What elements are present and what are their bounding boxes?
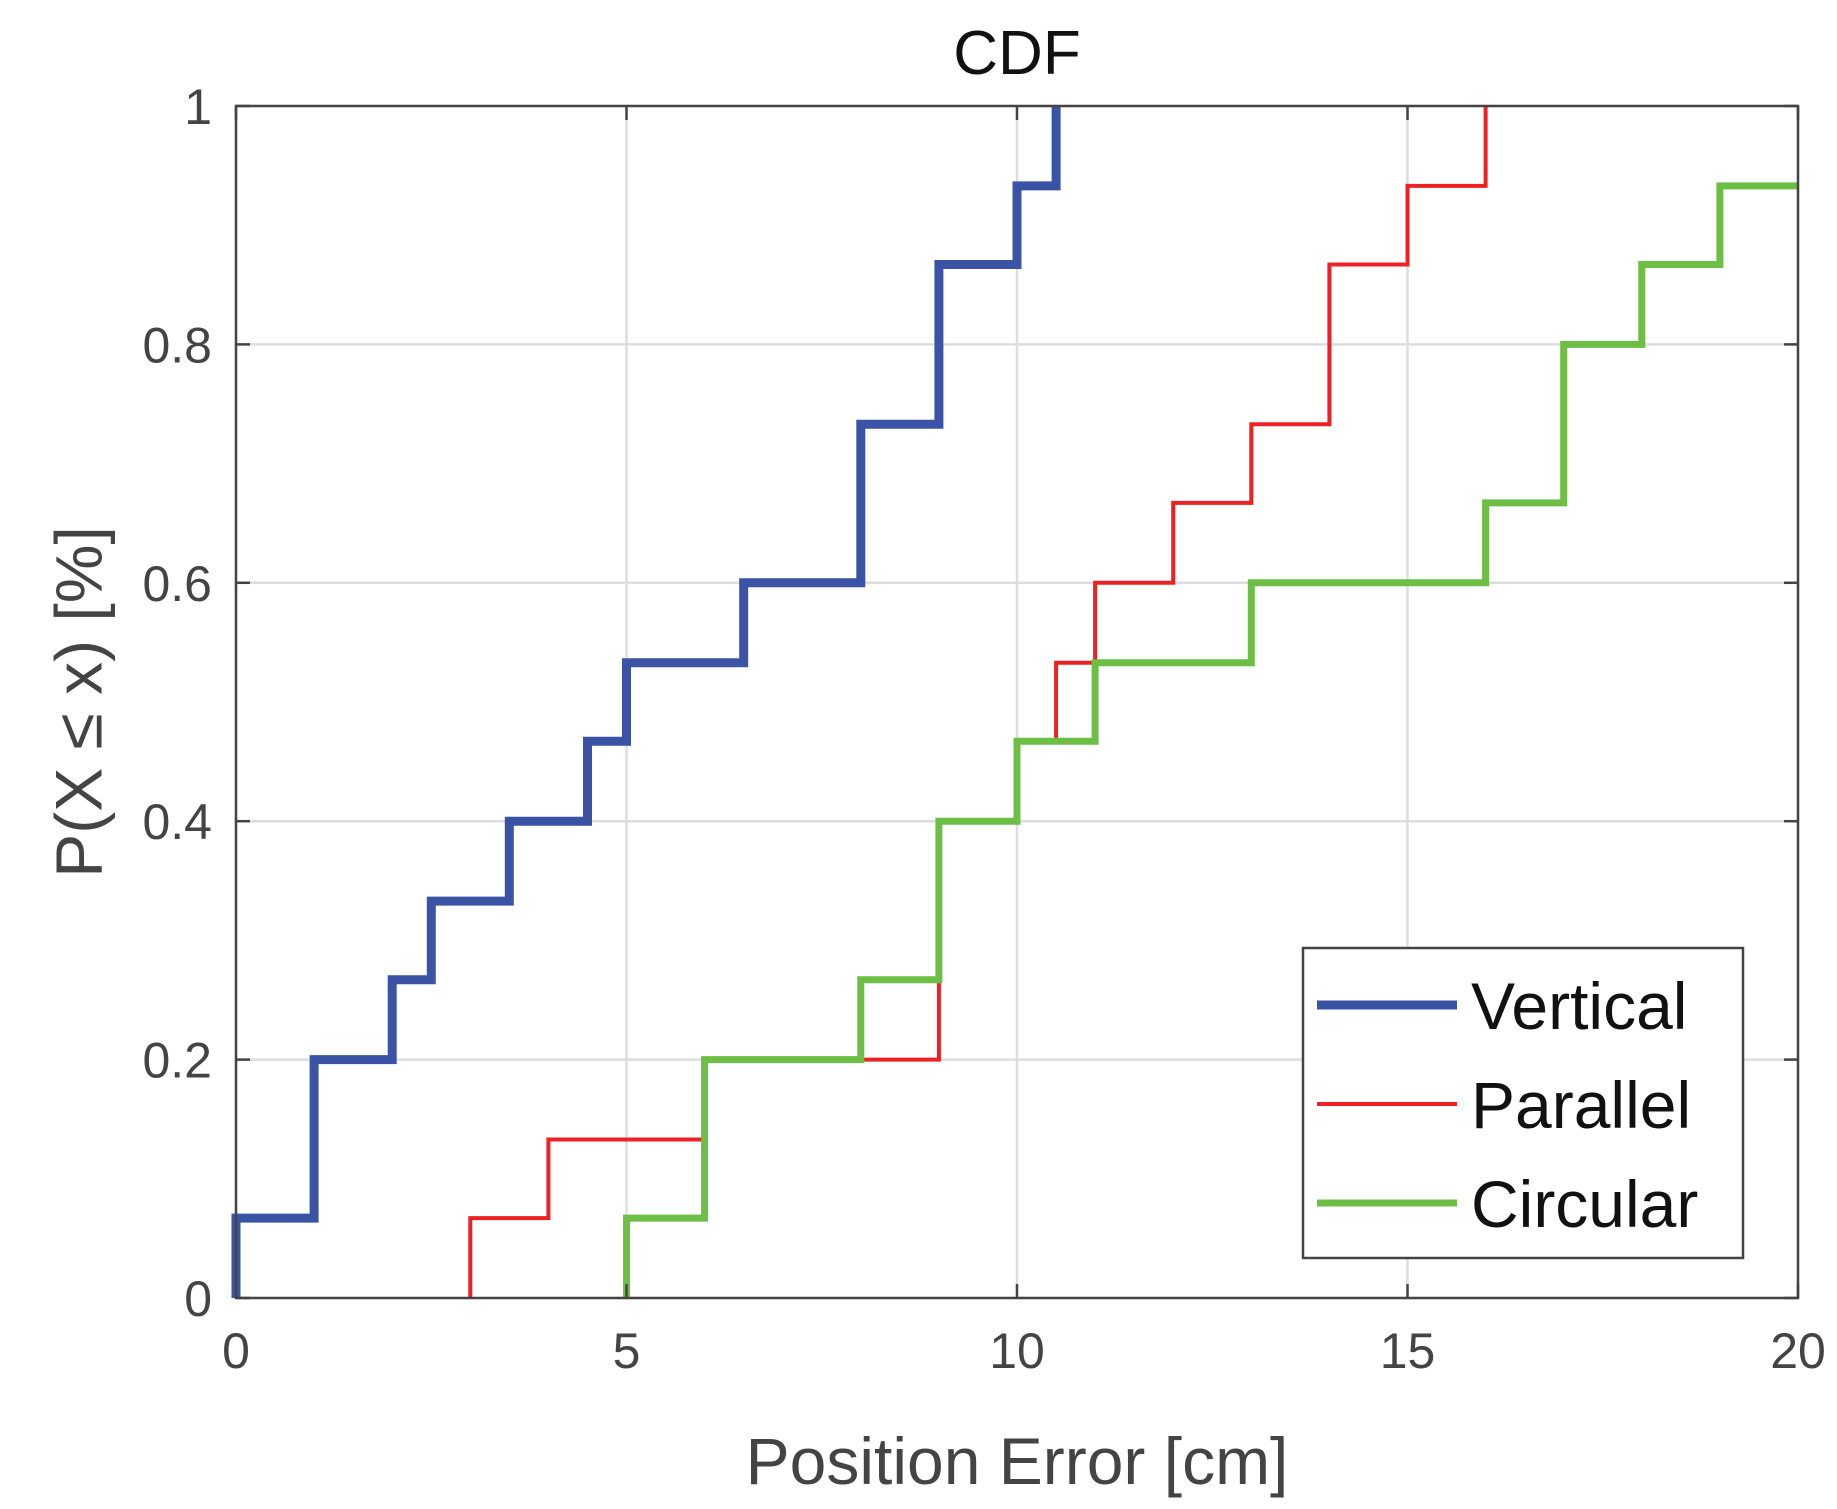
legend: Vertical Parallel Circular xyxy=(1301,946,1745,1260)
series-line-circular xyxy=(623,182,1798,1298)
x-axis-title: Position Error [cm] xyxy=(746,1424,1289,1498)
y-tick-label: 0.2 xyxy=(142,1033,212,1089)
y-tick-label: 1 xyxy=(184,79,212,135)
x-tick-label: 20 xyxy=(1770,1323,1826,1379)
y-axis-title: P(X ≤ x) [%] xyxy=(41,526,115,878)
series-lines xyxy=(231,106,1798,1298)
y-tick-label: 0.4 xyxy=(142,794,212,850)
y-tick-label: 0.8 xyxy=(142,317,212,373)
y-tick-label: 0 xyxy=(184,1271,212,1327)
legend-label-circular: Circular xyxy=(1471,1167,1698,1241)
x-tick-label: 0 xyxy=(222,1323,250,1379)
x-tick-label: 10 xyxy=(989,1323,1045,1379)
legend-label-vertical: Vertical xyxy=(1471,969,1687,1043)
axis-ticks: 0 5 10 15 20 0 0.2 0.4 0.6 0.8 1 xyxy=(142,79,1825,1379)
chart-title: CDF xyxy=(953,19,1080,88)
legend-label-parallel: Parallel xyxy=(1471,1068,1691,1142)
series-line-vertical xyxy=(231,106,1061,1298)
y-tick-label: 0.6 xyxy=(142,556,212,612)
x-tick-label: 5 xyxy=(613,1323,641,1379)
x-tick-label: 15 xyxy=(1380,1323,1436,1379)
